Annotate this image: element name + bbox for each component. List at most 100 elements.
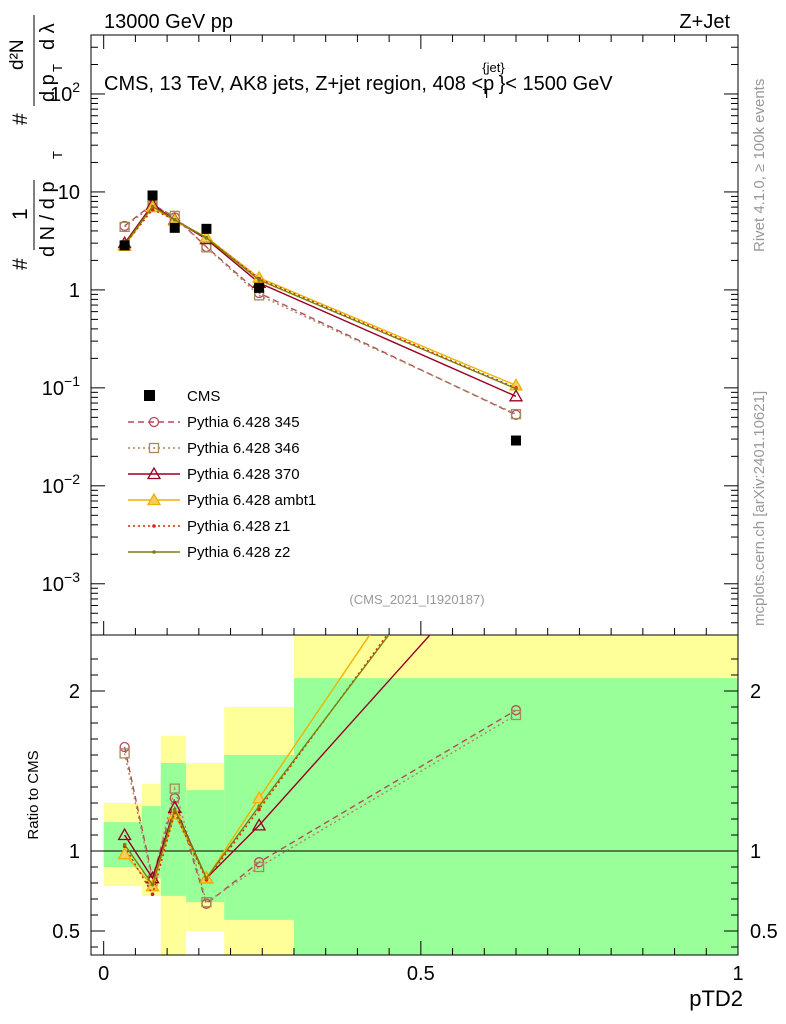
x-axis-label: pTD2 (689, 986, 743, 1011)
cms-data-point (510, 435, 521, 446)
ratio-marker-1 (253, 861, 265, 873)
cms-data-point (169, 222, 180, 233)
main-marker-1 (119, 221, 130, 233)
ratio-band-layer (103, 635, 738, 955)
ratio-marker-5 (150, 882, 155, 887)
ratio-marker-5 (122, 842, 127, 847)
x-tick-label: 0.5 (407, 963, 435, 985)
header-right: Z+Jet (679, 11, 730, 33)
legend-label-0: Pythia 6.428 345 (187, 414, 300, 431)
legend-marker-0 (148, 416, 160, 428)
legend-label-3: Pythia 6.428 ambt1 (187, 492, 316, 509)
ratio-tick-label: 1 (69, 841, 80, 863)
ratio-line-4 (124, 635, 388, 896)
legend-label-2: Pythia 6.428 370 (187, 466, 300, 483)
main-line-5 (124, 205, 517, 390)
cms-data-point (147, 190, 158, 201)
ratio-marker-1 (510, 709, 522, 721)
main-y-label: # 1 d N / d p T # d²N d p T d λ (7, 15, 65, 270)
band-inner-4 (224, 755, 294, 920)
legend-marker-2 (146, 466, 162, 480)
ratio-marker-3 (251, 790, 267, 804)
band-inner-1 (141, 806, 161, 879)
legend-marker-1 (148, 442, 160, 454)
main-marker-2 (508, 388, 524, 402)
ratio-tick-label: 0.5 (52, 921, 80, 943)
main-marker-1 (510, 408, 522, 420)
main-line-1 (124, 205, 517, 415)
ratio-marker-2 (117, 827, 132, 841)
y-tick-label: 10−1 (42, 373, 80, 400)
legend-marker-3 (146, 492, 162, 506)
y-dn-dp-sub: T (50, 151, 65, 159)
y-tick-label: 10−2 (42, 471, 80, 498)
legend-marker-5 (152, 550, 156, 554)
main-line-2 (124, 203, 517, 397)
legend-label-1: Pythia 6.428 346 (187, 440, 300, 457)
cms-data-point (254, 282, 265, 293)
ratio-marker-0 (119, 741, 130, 753)
ratio-line-5 (124, 635, 390, 887)
ratio-y-label: Ratio to CMS (25, 750, 42, 839)
legend-label-4: Pythia 6.428 z1 (187, 518, 290, 535)
main-marker-5 (204, 236, 209, 240)
watermark: (CMS_2021_I1920187) (349, 592, 484, 607)
main-marker-5 (150, 204, 155, 209)
legend-cms-marker (144, 390, 155, 401)
ratio-frame (90, 634, 739, 956)
plot-title-main: CMS, 13 TeV, AK8 jets, Z+jet region, 408… (104, 73, 494, 95)
y-tick-label: 102 (50, 79, 80, 106)
main-marker-5 (257, 278, 261, 282)
data-layer (119, 190, 521, 446)
y-tick-label: 10 (58, 182, 80, 204)
plot-title: CMS, 13 TeV, AK8 jets, Z+jet region, 408… (104, 60, 613, 101)
ratio-marker-3 (117, 846, 132, 860)
ratio-tick-label-right: 1 (750, 841, 761, 863)
main-marker-5 (172, 217, 177, 222)
ratio-marker-5 (172, 807, 177, 812)
y-one: 1 (9, 208, 32, 220)
main-marker-1 (201, 242, 212, 253)
series-layer (117, 197, 524, 909)
cms-data-point (201, 223, 212, 234)
y-dlambda: d λ (37, 23, 59, 50)
ratio-series-layer (117, 635, 522, 909)
plot-title-sub: T (483, 86, 491, 101)
y-tick-label: 10−3 (42, 569, 80, 596)
tick-layer: 0 0.5 1 10−3 10−2 10−1 1 10 102 0.5 0.5 1 1 2 2 (42, 34, 778, 985)
y-dp: d p (37, 74, 59, 102)
ratio-line-0 (123, 709, 517, 905)
plot-title-tail: }< 1500 GeV (499, 73, 614, 95)
cms-data-point (119, 240, 130, 251)
rivet-label: Rivet 4.1.0, ≥ 100k events (751, 79, 768, 252)
ratio-marker-5 (204, 876, 209, 880)
ratio-marker-1 (169, 783, 180, 794)
legend-marker-4 (152, 524, 156, 528)
main-line-3 (124, 206, 517, 387)
plot-title-sup: {jet} (482, 60, 505, 75)
y-d2n: d²N (7, 39, 28, 70)
legend-label-5: Pythia 6.428 z2 (187, 544, 290, 561)
ratio-marker-1 (119, 748, 130, 759)
y-hash-2: # (9, 113, 32, 125)
ratio-tick-label-right: 0.5 (750, 921, 778, 943)
ratio-tick-label-right: 2 (750, 681, 761, 703)
ratio-tick-label: 2 (69, 681, 80, 703)
y-dp-sub: T (50, 64, 65, 72)
band-inner-5 (293, 678, 738, 955)
x-tick-label: 0 (98, 963, 109, 985)
ratio-line-3 (124, 635, 371, 888)
ratio-marker-5 (257, 804, 261, 808)
ratio-marker-1 (201, 897, 212, 908)
legend-cms-label: CMS (187, 388, 220, 405)
y-dn-dp: d N / d p (37, 181, 59, 257)
legend: CMS Pythia 6.428 345 Pythia 6.428 346 Pythi… (128, 388, 316, 561)
ratio-marker-2 (251, 818, 267, 831)
y-hash-1: # (9, 258, 32, 270)
y-tick-label: 1 (69, 280, 80, 302)
main-marker-5 (514, 386, 518, 391)
mcplots-label: mcplots.cern.ch [arXiv:2401.10621] (751, 391, 768, 626)
header-left: 13000 GeV pp (104, 11, 233, 33)
ratio-marker-4 (150, 892, 155, 896)
